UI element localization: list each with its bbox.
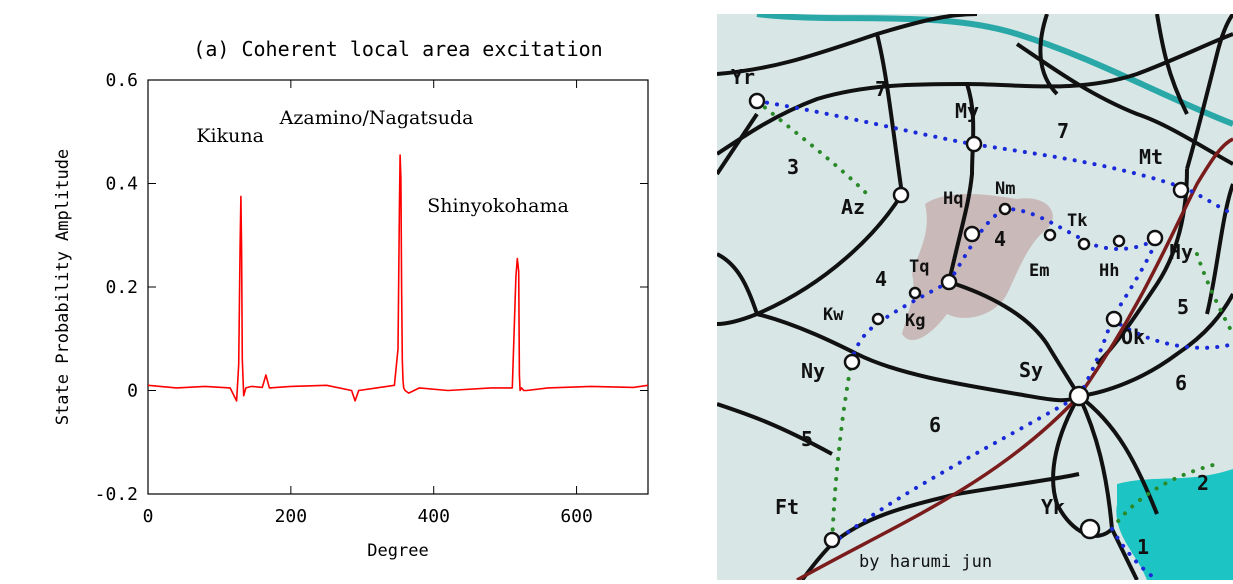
station-label: Hh bbox=[1099, 261, 1119, 281]
y-tick-label: 0.2 bbox=[105, 277, 138, 298]
rail-line bbox=[796, 137, 1233, 580]
river-line bbox=[756, 14, 1233, 127]
station-label: Tk bbox=[1067, 211, 1087, 231]
x-tick-label: 600 bbox=[560, 506, 593, 527]
x-tick-label: 0 bbox=[143, 506, 154, 527]
x-tick-label: 400 bbox=[417, 506, 450, 527]
annotations-group: Kikuna Azamino/Nagatsuda Shinyokohama bbox=[196, 107, 568, 217]
series-line bbox=[147, 154, 649, 402]
route-map-svg: Yr My Mt Az Hq Nm Tk Em Hh Hy Tq Kg Kw O… bbox=[717, 14, 1233, 580]
station-label: Mt bbox=[1139, 145, 1163, 169]
axis-ticks bbox=[147, 79, 648, 495]
station-label: Ft bbox=[775, 495, 799, 519]
peak-annotation: Kikuna bbox=[196, 125, 264, 147]
station-label: Nm bbox=[995, 179, 1015, 199]
series-group bbox=[147, 154, 649, 402]
y-tick-label: 0.4 bbox=[105, 174, 138, 195]
water-body bbox=[1116, 469, 1233, 580]
station-label: Kw bbox=[823, 305, 844, 325]
axis-tick-labels: 0 200 400 600-0.200.20.40.6 bbox=[95, 70, 593, 527]
x-tick-label: 200 bbox=[275, 506, 308, 527]
y-tick-label: -0.2 bbox=[95, 484, 138, 505]
station-markers bbox=[748, 92, 1190, 549]
dotted-routes bbox=[755, 99, 1233, 580]
route-numbers: 7 7 3 4 4 5 6 6 5 2 1 bbox=[787, 77, 1209, 559]
route-number: 4 bbox=[875, 267, 887, 291]
station-label: Hq bbox=[943, 189, 963, 209]
station-label: My bbox=[955, 99, 979, 123]
route-number: 6 bbox=[1175, 371, 1187, 395]
station-label: Az bbox=[841, 195, 865, 219]
station-label: Yk bbox=[1041, 495, 1065, 519]
station-label: Sy bbox=[1019, 358, 1043, 382]
station-label: Hy bbox=[1169, 240, 1193, 264]
peak-annotation: Azamino/Nagatsuda bbox=[279, 107, 474, 129]
route-number: 6 bbox=[929, 413, 941, 437]
y-axis-label: State Probability Amplitude bbox=[53, 149, 73, 425]
roads bbox=[717, 14, 1233, 580]
station-label: Kg bbox=[905, 311, 925, 331]
station-label: Em bbox=[1029, 261, 1049, 281]
route-number: 3 bbox=[787, 155, 799, 179]
route-number: 2 bbox=[1197, 471, 1209, 495]
chart-svg: (a) Coherent local area excitation 0 200 4… bbox=[53, 37, 649, 561]
peak-annotation: Shinyokohama bbox=[427, 195, 569, 217]
route-number: 5 bbox=[1177, 295, 1189, 319]
route-number: 1 bbox=[1137, 535, 1149, 559]
station-label: Tq bbox=[909, 257, 929, 277]
station-labels: Yr My Mt Az Hq Nm Tk Em Hh Hy Tq Kg Kw O… bbox=[731, 65, 1193, 519]
route-number: 7 bbox=[875, 77, 887, 101]
x-axis-label: Degree bbox=[367, 541, 428, 561]
route-map: Yr My Mt Az Hq Nm Tk Em Hh Hy Tq Kg Kw O… bbox=[717, 14, 1233, 580]
shaded-area bbox=[902, 194, 1053, 341]
station-label: Yr bbox=[731, 65, 755, 89]
y-tick-label: 0.6 bbox=[105, 70, 138, 91]
station-label: Ny bbox=[801, 359, 825, 383]
route-number: 5 bbox=[801, 427, 813, 451]
chart-title: (a) Coherent local area excitation bbox=[193, 37, 602, 61]
y-tick-label: 0 bbox=[127, 381, 138, 402]
route-number: 4 bbox=[994, 227, 1006, 251]
station-label: Ok bbox=[1121, 325, 1145, 349]
route-number: 7 bbox=[1057, 119, 1069, 143]
map-credit: by harumi jun bbox=[859, 552, 992, 572]
chart-panel: (a) Coherent local area excitation 0 200 4… bbox=[53, 37, 649, 561]
